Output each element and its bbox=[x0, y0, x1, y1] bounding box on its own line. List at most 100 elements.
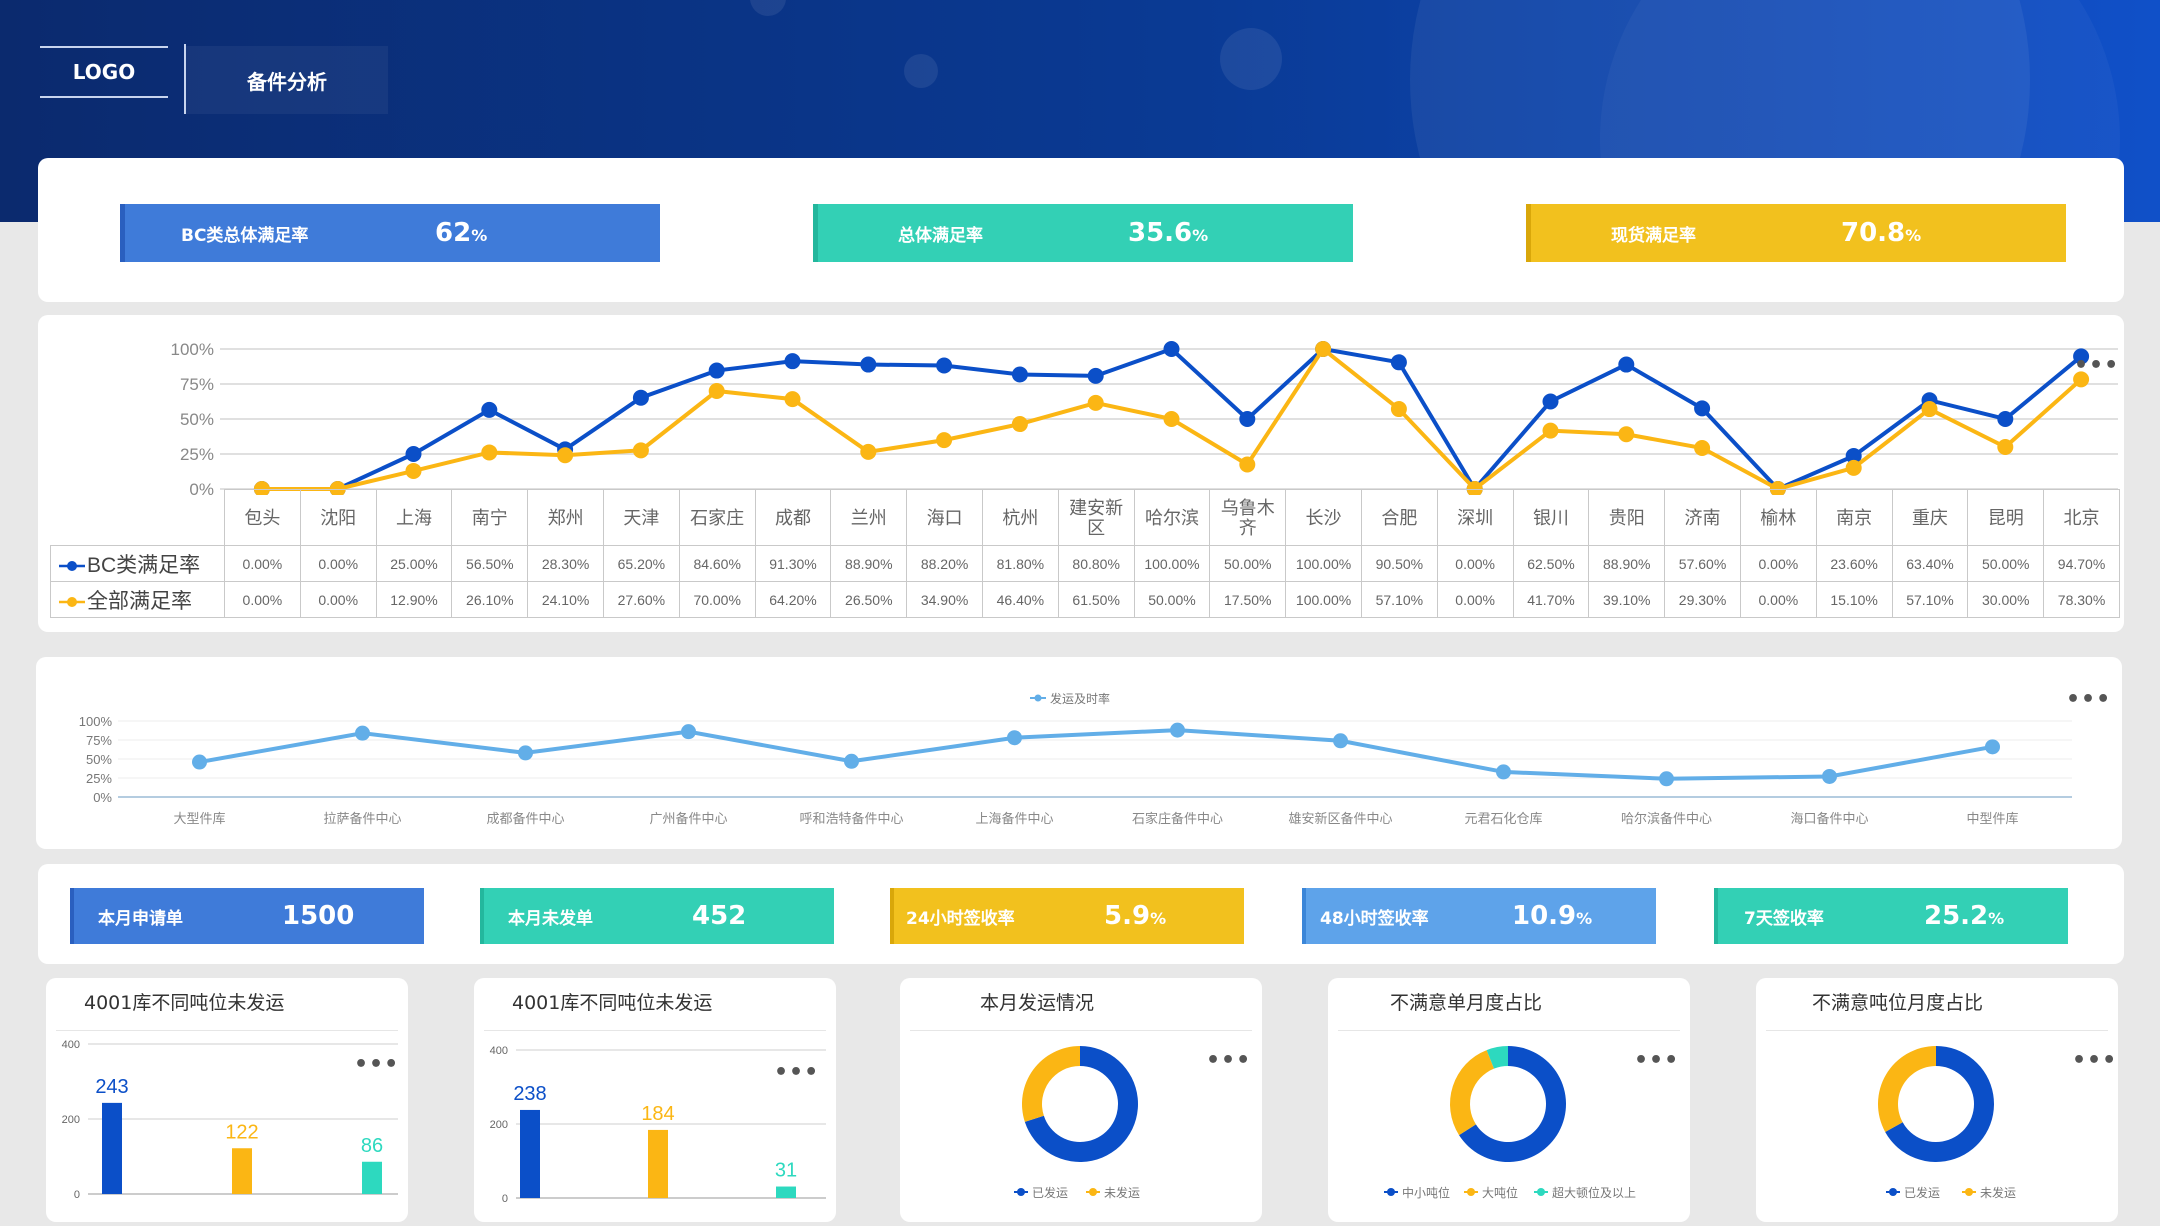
legend-marker-icon bbox=[1017, 1188, 1025, 1196]
x-tick-label: 成都备件中心 bbox=[486, 811, 564, 826]
more-icon[interactable]: ••• bbox=[2072, 1048, 2118, 1073]
y-tick-label: 400 bbox=[490, 1045, 508, 1057]
kpi-7d-sign-rate[interactable]: 7天签收率 25.2% bbox=[1714, 888, 2068, 944]
panel-divider bbox=[1766, 1030, 2108, 1031]
table-cell: 34.90% bbox=[906, 581, 983, 618]
data-point bbox=[784, 391, 801, 408]
x-tick-label: 郑州 bbox=[527, 489, 604, 546]
table-cell: 0.00% bbox=[299, 581, 377, 618]
y-tick-label: 50% bbox=[180, 410, 214, 429]
kpi-value: 5.9% bbox=[1104, 901, 1167, 931]
legend-marker-icon bbox=[1965, 1188, 1973, 1196]
kpi-value: 25.2% bbox=[1924, 901, 2005, 931]
data-point bbox=[1163, 341, 1180, 357]
table-cell: 30.00% bbox=[1967, 581, 2045, 618]
y-tick-label: 25% bbox=[86, 771, 112, 786]
table-corner bbox=[50, 489, 225, 546]
data-point bbox=[1390, 401, 1407, 418]
data-label: 31 bbox=[775, 1160, 797, 1182]
more-icon[interactable]: ••• bbox=[1206, 1048, 1252, 1073]
data-point bbox=[784, 353, 801, 370]
table-cell: 64.20% bbox=[754, 581, 832, 618]
x-tick-label: 昆明 bbox=[1967, 489, 2045, 546]
kpi-48h-sign-rate[interactable]: 48小时签收率 10.9% bbox=[1302, 888, 1656, 944]
kpi-value: 452 bbox=[692, 901, 747, 931]
data-point bbox=[1659, 771, 1674, 787]
kpi-value: 70.8% bbox=[1841, 218, 1922, 248]
data-point bbox=[844, 753, 859, 769]
legend-marker-icon bbox=[59, 560, 85, 571]
kpi-value: 1500 bbox=[282, 901, 355, 931]
bar-chart: 400 200 0 238 184 31 bbox=[490, 1045, 826, 1205]
kpi-label: 总体满足率 bbox=[898, 225, 983, 246]
table-cell: 0.00% bbox=[224, 545, 301, 582]
panel-title: 本月发运情况 bbox=[980, 992, 1095, 1014]
data-point bbox=[355, 725, 370, 741]
legend-label: 已发运 bbox=[1904, 1185, 1940, 1200]
table-cell: 41.70% bbox=[1512, 581, 1590, 618]
more-icon[interactable]: ••• bbox=[354, 1052, 400, 1077]
more-icon[interactable]: ••• bbox=[2074, 353, 2120, 378]
x-tick-label: 海口备件中心 bbox=[1790, 811, 1868, 826]
kpi-label: 7天签收率 bbox=[1744, 908, 1824, 929]
kpi-monthly-undispatched[interactable]: 本月未发单 452 bbox=[480, 888, 834, 944]
table-cell: 29.30% bbox=[1664, 581, 1741, 618]
bar bbox=[102, 1102, 122, 1194]
more-icon[interactable]: ••• bbox=[1634, 1048, 1680, 1073]
data-point bbox=[1845, 459, 1862, 476]
x-tick-label: 元君石化仓库 bbox=[1464, 811, 1542, 826]
data-point bbox=[708, 362, 725, 379]
kpi-monthly-requests[interactable]: 本月申请单 1500 bbox=[70, 888, 424, 944]
y-tick-label: 100% bbox=[79, 714, 113, 729]
table-cell: 0.00% bbox=[1436, 545, 1514, 582]
more-icon[interactable]: ••• bbox=[2066, 687, 2112, 712]
x-tick-label: 中型件库 bbox=[1966, 811, 2018, 826]
y-tick-label: 75% bbox=[86, 733, 112, 748]
data-point bbox=[1007, 730, 1022, 746]
data-label: 243 bbox=[95, 1076, 128, 1098]
data-point bbox=[1985, 739, 2000, 755]
kpi-24h-sign-rate[interactable]: 24小时签收率 5.9% bbox=[890, 888, 1244, 944]
x-tick-label: 建安新区 bbox=[1057, 489, 1135, 546]
kpi-label: 本月申请单 bbox=[98, 908, 183, 929]
bar bbox=[520, 1109, 540, 1198]
more-icon[interactable]: ••• bbox=[774, 1060, 820, 1085]
kpi-bc-rate[interactable]: BC类总体满足率 62% bbox=[120, 204, 660, 262]
x-tick-label: 贵阳 bbox=[1588, 489, 1666, 546]
table-cell: 15.10% bbox=[1815, 581, 1893, 618]
table-cell: 0.00% bbox=[1739, 581, 1817, 618]
data-point bbox=[1997, 439, 2014, 455]
data-point bbox=[1170, 722, 1185, 738]
data-point bbox=[405, 446, 422, 462]
data-label: 122 bbox=[225, 1121, 258, 1143]
bar bbox=[776, 1186, 796, 1198]
legend-label: 中小吨位 bbox=[1402, 1185, 1450, 1200]
top-kpi-card: BC类总体满足率 62% 总体满足率 35.6% 现货满足率 70.8% bbox=[38, 158, 2124, 302]
y-tick-label: 200 bbox=[490, 1119, 508, 1131]
data-point bbox=[557, 447, 574, 464]
table-cell: 57.10% bbox=[1360, 581, 1438, 618]
x-tick-label: 海口 bbox=[906, 489, 983, 546]
y-tick-label: 200 bbox=[62, 1114, 80, 1126]
bar-chart: 400 200 0 243 122 86 bbox=[62, 1039, 398, 1201]
table-cell: 24.10% bbox=[527, 581, 604, 618]
logo[interactable]: LOGO bbox=[40, 46, 168, 98]
decor-circle bbox=[750, 0, 786, 16]
x-tick-label: 天津 bbox=[602, 489, 680, 546]
table-cell: 17.50% bbox=[1209, 581, 1287, 618]
table-cell: 90.50% bbox=[1360, 545, 1438, 582]
x-tick-label: 乌鲁木齐 bbox=[1209, 489, 1287, 546]
table-row: BC类满足率 0.00% 0.00% 25.00% 56.50% 28.30% 65.20%… bbox=[50, 545, 2120, 582]
x-tick-label: 南宁 bbox=[451, 489, 529, 546]
table-cell: 0.00% bbox=[1739, 545, 1817, 582]
table-cell: 80.80% bbox=[1057, 545, 1135, 582]
kpi-total-rate[interactable]: 总体满足率 35.6% bbox=[813, 204, 1353, 262]
y-tick-label: 0% bbox=[93, 790, 112, 805]
table-cell: 63.40% bbox=[1891, 545, 1969, 582]
table-cell: 56.50% bbox=[451, 545, 529, 582]
kpi-stock-rate[interactable]: 现货满足率 70.8% bbox=[1526, 204, 2066, 262]
donut-chart: 已发运 未发运 bbox=[1878, 1046, 2016, 1200]
kpi-label: BC类总体满足率 bbox=[181, 225, 309, 246]
table-cell: 100.00% bbox=[1285, 545, 1362, 582]
x-tick-label: 哈尔滨备件中心 bbox=[1621, 811, 1712, 826]
